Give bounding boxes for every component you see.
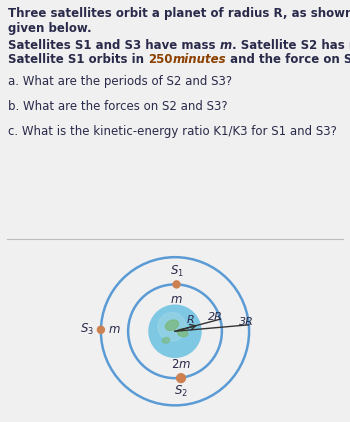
Text: c. What is the kinetic-energy ratio K1/K3 for S1 and S3?: c. What is the kinetic-energy ratio K1/K… — [8, 125, 337, 138]
Ellipse shape — [162, 338, 170, 343]
Text: $m$: $m$ — [170, 293, 183, 306]
Circle shape — [149, 306, 201, 357]
Text: Satellites S1 and S3 have mass: Satellites S1 and S3 have mass — [8, 39, 220, 52]
Text: $S_3$: $S_3$ — [80, 322, 94, 337]
Text: 2R: 2R — [208, 312, 223, 322]
Text: minutes: minutes — [173, 53, 226, 66]
Text: $S_2$: $S_2$ — [174, 384, 188, 399]
Text: 3R: 3R — [238, 316, 253, 327]
Ellipse shape — [177, 329, 188, 337]
Ellipse shape — [166, 320, 178, 330]
Circle shape — [158, 313, 186, 341]
Text: Three satellites orbit a planet of radius R, as shown in figure: Three satellites orbit a planet of radiu… — [8, 7, 350, 20]
Text: R: R — [187, 315, 194, 325]
Text: 250: 250 — [148, 53, 173, 66]
Circle shape — [97, 326, 105, 333]
Text: and the force on S1 is: and the force on S1 is — [226, 53, 350, 66]
Circle shape — [173, 281, 180, 288]
Text: given below.: given below. — [8, 22, 92, 35]
Circle shape — [176, 373, 186, 383]
Text: a. What are the periods of S2 and S3?: a. What are the periods of S2 and S3? — [8, 75, 232, 88]
Text: b. What are the forces on S2 and S3?: b. What are the forces on S2 and S3? — [8, 100, 228, 113]
Text: Satellite S1 orbits in: Satellite S1 orbits in — [8, 53, 148, 66]
Text: . Satellite S2 has mass: . Satellite S2 has mass — [232, 39, 350, 52]
Text: $m$: $m$ — [107, 323, 120, 336]
Text: m: m — [220, 39, 232, 52]
Text: $2m$: $2m$ — [171, 357, 191, 371]
Text: $S_1$: $S_1$ — [169, 264, 183, 279]
